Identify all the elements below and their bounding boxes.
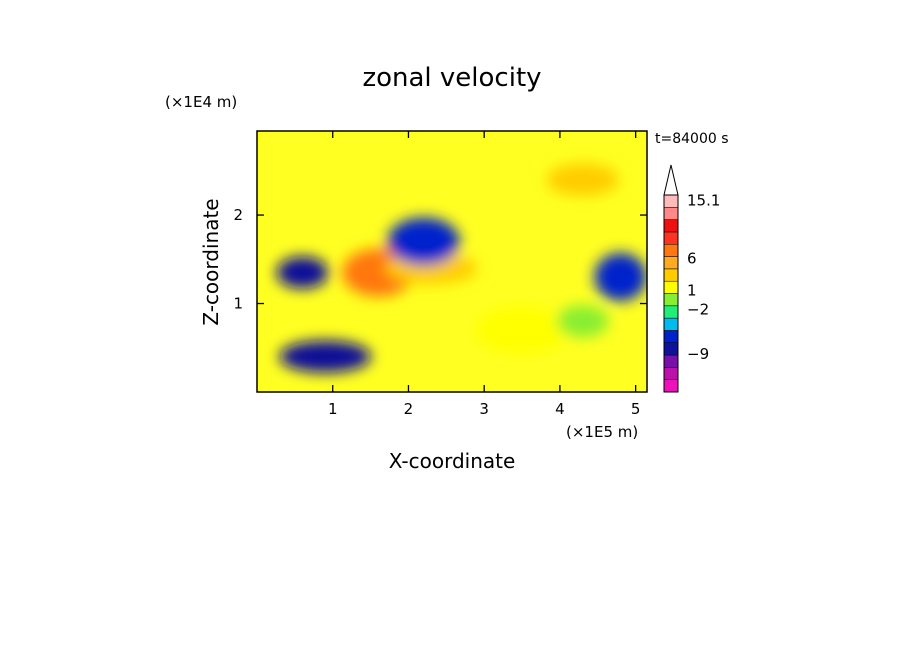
colorbar-label: −2 — [687, 300, 709, 318]
colorbar-segment — [663, 293, 679, 307]
colorbar-segment — [663, 305, 679, 319]
x-tick-label: 4 — [555, 400, 565, 418]
field-feature — [276, 256, 329, 289]
chart-title: zonal velocity — [362, 63, 541, 93]
colorbar-segment — [663, 244, 679, 257]
colorbar-label: 15.1 — [687, 192, 720, 210]
time-label: t=84000 s — [655, 131, 729, 147]
colorbar-extend-arrow — [663, 164, 679, 196]
y-tick-label: 1 — [233, 295, 243, 313]
y-tick-label: 2 — [233, 206, 243, 224]
colorbar-segment — [663, 342, 679, 356]
colorbar-segment — [663, 330, 679, 343]
colorbar-segment — [663, 231, 679, 245]
colorbar-segment — [663, 256, 679, 270]
y-unit-label: (×1E4 m) — [165, 93, 237, 111]
colorbar-segment — [663, 219, 679, 233]
field-feature — [594, 252, 647, 301]
x-axis-label: X-coordinate — [389, 449, 516, 473]
contour-field — [257, 131, 647, 392]
x-tick-label: 1 — [328, 400, 338, 418]
plot-frame — [256, 130, 648, 393]
colorbar-segment — [663, 367, 679, 380]
x-tick-label: 5 — [631, 400, 641, 418]
colorbar-label: 6 — [687, 250, 697, 268]
y-axis-label: Z-coordinate — [199, 198, 223, 325]
colorbar: 15.1 6 1−2 −9 — [663, 164, 720, 393]
colorbar-label: 1 — [687, 281, 697, 299]
colorbar-frame — [663, 194, 679, 393]
field-feature — [556, 305, 609, 338]
colorbar-label: −9 — [687, 345, 709, 363]
field-feature — [387, 217, 460, 266]
colorbar-segment — [663, 379, 679, 393]
colorbar-segment — [663, 207, 679, 220]
colorbar-segment — [663, 317, 679, 331]
colorbar-segment — [663, 268, 679, 282]
colorbar-segment — [663, 194, 679, 208]
x-tick-label: 2 — [404, 400, 414, 418]
x-unit-label: (×1E5 m) — [566, 423, 638, 441]
field-feature — [546, 163, 619, 196]
field-feature — [476, 306, 569, 355]
colorbar-segment — [663, 280, 679, 294]
y-axis: 12 — [233, 206, 647, 313]
x-axis: 1 2 3 4 5 — [328, 131, 640, 418]
colorbar-segment — [663, 354, 679, 368]
field-feature — [279, 340, 372, 373]
x-tick-label: 3 — [479, 400, 489, 418]
